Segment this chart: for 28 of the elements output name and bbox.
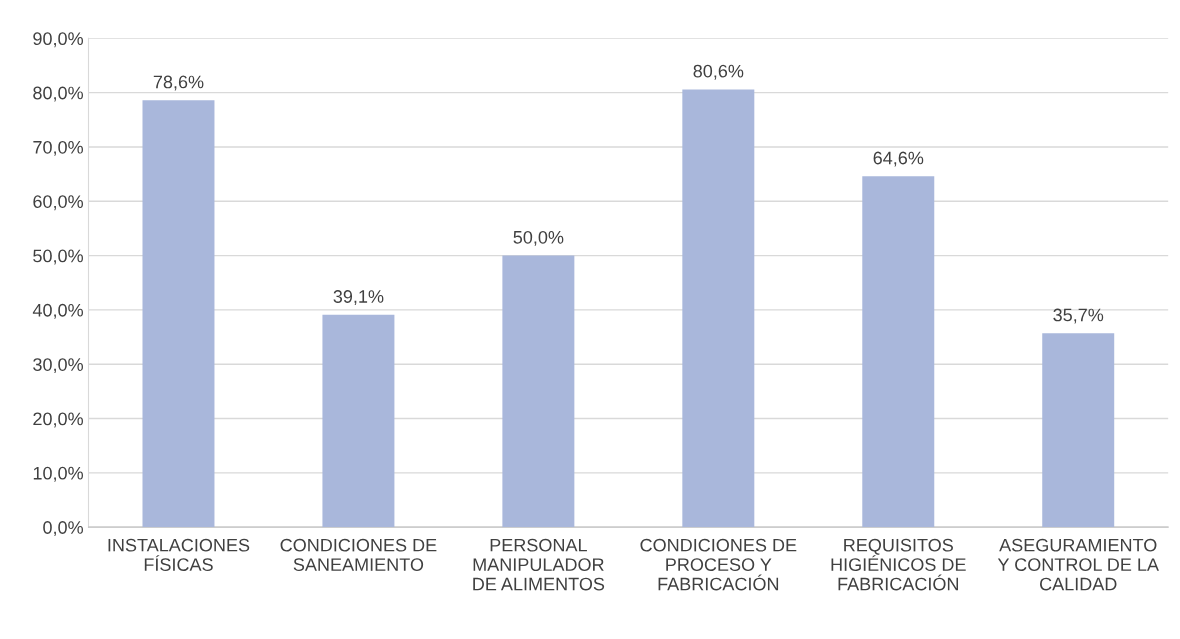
- bar: [862, 176, 935, 528]
- data-label: 50,0%: [513, 230, 564, 246]
- data-label: 64,6%: [873, 151, 924, 167]
- data-label: 39,1%: [333, 290, 384, 306]
- y-tick-label: 0,0%: [43, 521, 83, 537]
- y-tick-label: 20,0%: [33, 412, 83, 428]
- data-label: 80,6%: [693, 64, 744, 80]
- y-tick-label: 50,0%: [33, 249, 83, 265]
- bar: [1042, 333, 1115, 528]
- x-tick-label: REQUISITOS HIGIÉNICOS DE FABRICACIÓN: [831, 538, 966, 591]
- x-tick-label: PERSONAL MANIPULADOR DE ALIMENTOS: [473, 538, 605, 591]
- y-tick-label: 60,0%: [33, 195, 83, 211]
- data-label: 35,7%: [1053, 308, 1104, 324]
- x-tick-label: INSTALACIONES FÍSICAS: [108, 538, 250, 571]
- y-tick-label: 40,0%: [32, 303, 83, 319]
- data-label: 78,6%: [153, 75, 204, 91]
- bar: [142, 100, 215, 528]
- x-tick-label: CONDICIONES DE PROCESO Y FABRICACIÓN: [640, 538, 797, 591]
- y-tick-label: 70,0%: [33, 140, 83, 156]
- x-tick-label: CONDICIONES DE SANEAMIENTO: [280, 538, 437, 571]
- y-tick-label: 10,0%: [33, 466, 83, 482]
- bar: [502, 255, 575, 528]
- bar: [322, 314, 395, 528]
- y-tick-label: 80,0%: [33, 86, 83, 102]
- y-tick-label: 90,0%: [33, 32, 83, 48]
- y-tick-label: 30,0%: [33, 358, 83, 374]
- x-tick-label: ASEGURAMIENTO Y CONTROL DE LA CALIDAD: [997, 538, 1159, 591]
- bar: [682, 89, 755, 528]
